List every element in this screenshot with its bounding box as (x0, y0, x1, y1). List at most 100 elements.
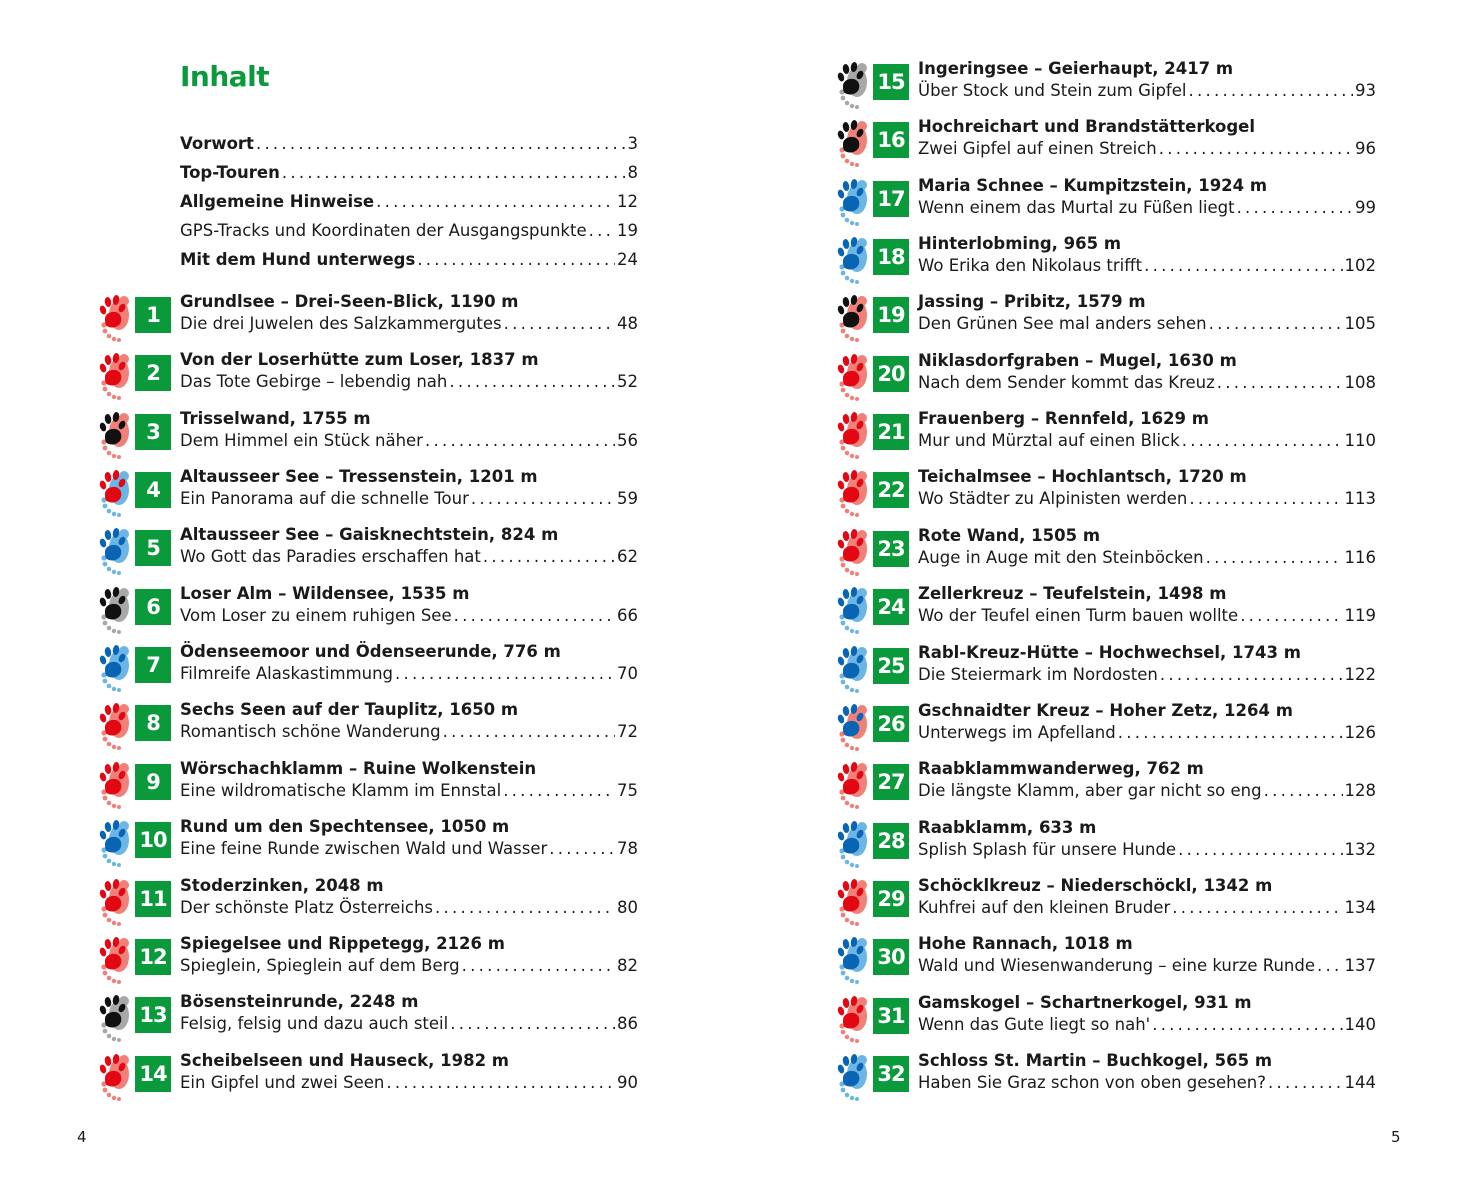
tour-title: Wörschachklamm – Ruine Wolkenstein (180, 758, 537, 778)
tour-title: Rabl-Kreuz-Hütte – Hochwechsel, 1743 m (918, 642, 1301, 662)
tour-number-badge: 32 (873, 1055, 909, 1092)
tour-number-badge: 9 (135, 763, 171, 800)
toc-tour-item[interactable]: 22 Teichalmsee – Hochlantsch, 1720 m Wo … (835, 466, 1380, 518)
tour-number-badge: 2 (135, 355, 171, 392)
paw-difficulty-icon (835, 935, 871, 985)
toc-tour-item[interactable]: 19 Jassing – Pribitz, 1579 m Den Grünen … (835, 291, 1380, 343)
tour-subtitle: Auge in Auge mit den Steinböcken (918, 547, 1204, 567)
toc-tour-item[interactable]: 12 Spiegelsee und Rippetegg, 2126 m Spie… (97, 933, 642, 985)
tour-title: Rote Wand, 1505 m (918, 525, 1101, 545)
toc-tour-item[interactable]: 25 Rabl-Kreuz-Hütte – Hochwechsel, 1743 … (835, 642, 1380, 694)
toc-tour-item[interactable]: 28 Raabklamm, 633 m Splish Splash für un… (835, 817, 1380, 869)
tour-title: Raabklamm, 633 m (918, 817, 1097, 837)
tour-title: Bösensteinrunde, 2248 m (180, 992, 419, 1012)
tour-page: 75 (617, 780, 638, 800)
toc-tour-item[interactable]: 18 Hinterlobming, 965 m Wo Erika den Nik… (835, 233, 1380, 285)
dot-leader (1189, 488, 1342, 510)
toc-tour-item[interactable]: 8 Sechs Seen auf der Tauplitz, 1650 m Ro… (97, 699, 642, 751)
tour-subtitle: Felsig, felsig und dazu auch steil (180, 1014, 449, 1034)
toc-intro-item[interactable]: GPS-Tracks und Koordinaten der Ausgangsp… (180, 216, 638, 245)
tour-subtitle: Nach dem Sender kommt das Kreuz (918, 372, 1215, 392)
tour-subtitle: Splish Splash für unsere Hunde (918, 839, 1177, 859)
tour-subtitle: Wenn das Gute liegt so nah' (918, 1014, 1151, 1034)
tour-number-badge: 18 (873, 239, 909, 276)
toc-tour-item[interactable]: 5 Altausseer See – Gaisknechtstein, 824 … (97, 524, 642, 576)
toc-tour-item[interactable]: 29 Schöcklkreuz – Niederschöckl, 1342 m … (835, 875, 1380, 927)
toc-intro-item[interactable]: Mit dem Hund unterwegs 24 (180, 245, 638, 274)
tour-title: Niklasdorfgraben – Mugel, 1630 m (918, 350, 1237, 370)
toc-tour-item[interactable]: 1 Grundlsee – Drei-Seen-Blick, 1190 m Di… (97, 291, 642, 343)
tour-title: Altausseer See – Gaisknechtstein, 824 m (180, 525, 559, 545)
toc-tour-item[interactable]: 31 Gamskogel – Schartnerkogel, 931 m Wen… (835, 992, 1380, 1044)
toc-tour-item[interactable]: 23 Rote Wand, 1505 m Auge in Auge mit de… (835, 525, 1380, 577)
toc-intro-item[interactable]: Top-Touren 8 (180, 158, 638, 187)
dot-leader (1188, 80, 1353, 102)
toc-page: 12 (617, 192, 638, 211)
paw-difficulty-icon (97, 701, 133, 751)
paw-difficulty-icon (835, 1052, 871, 1102)
paw-difficulty-icon (835, 585, 871, 635)
toc-tour-item[interactable]: 6 Loser Alm – Wildensee, 1535 m Vom Lose… (97, 583, 642, 635)
toc-tour-item[interactable]: 30 Hohe Rannach, 1018 m Wald und Wiesenw… (835, 933, 1380, 985)
dot-leader (471, 488, 615, 510)
dot-leader (256, 134, 626, 153)
paw-difficulty-icon (835, 877, 871, 927)
toc-tour-item[interactable]: 21 Frauenberg – Rennfeld, 1629 m Mur und… (835, 408, 1380, 460)
tour-title: Spiegelsee und Rippetegg, 2126 m (180, 933, 505, 953)
dot-leader (549, 838, 615, 860)
toc-tour-item[interactable]: 24 Zellerkreuz – Teufelstein, 1498 m Wo … (835, 583, 1380, 635)
toc-tour-item[interactable]: 3 Trisselwand, 1755 m Dem Himmel ein Stü… (97, 408, 642, 460)
dot-leader (483, 546, 615, 568)
toc-tour-item[interactable]: 7 Ödenseemoor und Ödenseerunde, 776 m Fi… (97, 641, 642, 693)
toc-tour-item[interactable]: 14 Scheibelseen und Hauseck, 1982 m Ein … (97, 1050, 642, 1102)
toc-tour-item[interactable]: 2 Von der Loserhütte zum Loser, 1837 m D… (97, 349, 642, 401)
toc-tour-item[interactable]: 32 Schloss St. Martin – Buchkogel, 565 m… (835, 1050, 1380, 1102)
tour-number-badge: 26 (873, 705, 909, 742)
tour-title: Hohe Rannach, 1018 m (918, 934, 1133, 954)
paw-difficulty-icon (835, 994, 871, 1044)
paw-difficulty-icon (97, 877, 133, 927)
paw-difficulty-icon (97, 818, 133, 868)
toc-tour-item[interactable]: 13 Bösensteinrunde, 2248 m Felsig, felsi… (97, 991, 642, 1043)
toc-tour-item[interactable]: 16 Hochreichart und Brandstätterkogel Zw… (835, 116, 1380, 168)
toc-tour-item[interactable]: 10 Rund um den Spechtensee, 1050 m Eine … (97, 816, 642, 868)
paw-difficulty-icon (97, 760, 133, 810)
tour-subtitle: Wo Gott das Paradies erschaffen hat (180, 547, 481, 567)
toc-tour-item[interactable]: 27 Raabklammwanderweg, 762 m Die längste… (835, 758, 1380, 810)
tour-page: 70 (617, 664, 638, 684)
tour-subtitle: Unterwegs im Apfelland (918, 722, 1116, 742)
dot-leader (282, 163, 626, 182)
tour-number-badge: 25 (873, 647, 909, 684)
toc-page: 24 (617, 250, 638, 269)
toc-tour-item[interactable]: 9 Wörschachklamm – Ruine Wolkenstein Ein… (97, 758, 642, 810)
tour-page: 144 (1344, 1072, 1377, 1092)
toc-tour-item[interactable]: 17 Maria Schnee – Kumpitzstein, 1924 m W… (835, 175, 1380, 227)
toc-label: Mit dem Hund unterwegs (180, 250, 416, 269)
paw-difficulty-icon (835, 352, 871, 402)
tour-page: 78 (617, 839, 638, 859)
tour-page: 137 (1344, 956, 1377, 976)
paw-difficulty-icon (97, 1052, 133, 1102)
tour-title: Jassing – Pribitz, 1579 m (918, 292, 1146, 312)
tour-title: Zellerkreuz – Teufelstein, 1498 m (918, 584, 1227, 604)
page-number-right: 5 (1391, 1128, 1401, 1146)
toc-tour-item[interactable]: 20 Niklasdorfgraben – Mugel, 1630 m Nach… (835, 350, 1380, 402)
dot-leader (1264, 780, 1343, 802)
toc-tour-item[interactable]: 11 Stoderzinken, 2048 m Der schönste Pla… (97, 875, 642, 927)
toc-tour-item[interactable]: 26 Gschnaidter Kreuz – Hoher Zetz, 1264 … (835, 700, 1380, 752)
toc-tour-item[interactable]: 4 Altausseer See – Tressenstein, 1201 m … (97, 466, 642, 518)
tour-number-badge: 22 (873, 472, 909, 509)
tour-subtitle: Dem Himmel ein Stück näher (180, 430, 423, 450)
tour-page: 99 (1355, 197, 1376, 217)
tour-subtitle: Filmreife Alaskastimmung (180, 664, 394, 684)
toc-tour-item[interactable]: 15 Ingeringsee – Geierhaupt, 2417 m Über… (835, 58, 1380, 110)
tour-subtitle: Wo der Teufel einen Turm bauen wollte (918, 606, 1239, 626)
tour-subtitle: Eine feine Runde zwischen Wald und Wasse… (180, 839, 548, 859)
dot-leader (1160, 664, 1343, 686)
paw-difficulty-icon (97, 293, 133, 343)
tour-number-badge: 19 (873, 297, 909, 334)
tour-title: Scheibelseen und Hauseck, 1982 m (180, 1050, 509, 1070)
toc-intro-item[interactable]: Allgemeine Hinweise 12 (180, 187, 638, 216)
toc-intro-item[interactable]: Vorwort 3 (180, 129, 638, 158)
tour-page: 119 (1344, 606, 1377, 626)
